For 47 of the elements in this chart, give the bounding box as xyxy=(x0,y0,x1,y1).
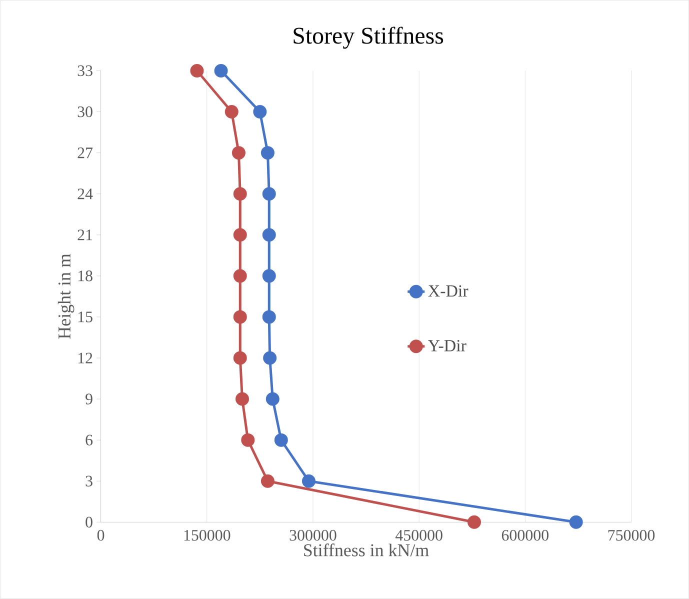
point xyxy=(233,269,247,283)
chart-title: Storey Stiffness xyxy=(294,26,444,49)
point xyxy=(232,146,246,160)
point xyxy=(235,392,250,406)
x-tick-label: 0 xyxy=(97,530,104,541)
y-tick-label: 27 xyxy=(78,148,93,158)
point xyxy=(253,105,267,119)
point xyxy=(467,515,481,529)
point xyxy=(233,310,247,324)
point xyxy=(260,474,274,488)
legend-label: Y-Dir xyxy=(428,340,466,352)
point xyxy=(233,187,247,201)
y-tick-label: 9 xyxy=(86,394,92,404)
point xyxy=(241,433,255,447)
y-tick-label: 15 xyxy=(78,312,92,322)
point xyxy=(190,64,204,78)
x-tick-label: 150000 xyxy=(184,530,230,541)
point xyxy=(262,310,276,324)
x-tick-label: 450000 xyxy=(395,530,442,541)
point xyxy=(262,269,276,283)
x-tick-label: 300000 xyxy=(290,530,336,541)
y-tick-label: 24 xyxy=(78,188,93,200)
point xyxy=(266,392,280,406)
y-axis-title: Height in m xyxy=(58,254,74,339)
point xyxy=(302,474,316,488)
y-tick-label: 30 xyxy=(78,106,92,118)
y-tick-label: 21 xyxy=(78,230,92,240)
point xyxy=(262,228,276,242)
y-tick-label: 12 xyxy=(78,352,92,364)
x-tick-label: 750000 xyxy=(608,530,655,541)
x-tick-label: 600000 xyxy=(502,530,548,541)
point xyxy=(233,228,247,242)
y-tick-label: 33 xyxy=(78,65,92,76)
legend-label: X-Dir xyxy=(428,285,468,297)
point xyxy=(262,187,276,201)
y-tick-label: 18 xyxy=(78,270,92,282)
point xyxy=(224,105,238,119)
y-tick-label: 6 xyxy=(86,434,93,446)
x-axis-title: Stiffness in kN/m xyxy=(304,544,429,556)
point xyxy=(260,146,274,160)
point xyxy=(569,515,583,529)
point xyxy=(233,351,247,365)
point xyxy=(214,64,228,78)
point xyxy=(263,351,277,365)
y-tick-label: 3 xyxy=(86,476,92,487)
y-tick-label: 0 xyxy=(86,516,92,528)
point xyxy=(274,433,288,447)
